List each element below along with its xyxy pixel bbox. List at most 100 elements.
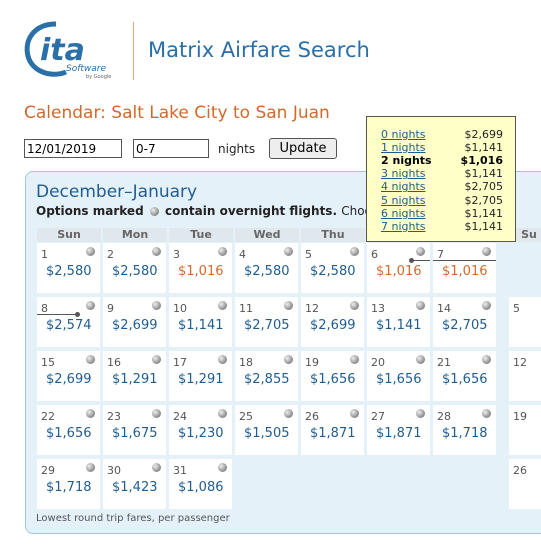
nights-option-label[interactable]: 5 nights [381, 193, 426, 207]
fare-price-link[interactable]: $2,580 [244, 264, 290, 279]
day-cell[interactable]: 28 $1,718 [433, 405, 496, 455]
day-cell[interactable]: 31 $1,086 [169, 459, 232, 509]
day-cell[interactable]: 30 $1,423 [103, 459, 166, 509]
nights-option-row[interactable]: 6 nights $1,141 [381, 207, 503, 220]
day-cell[interactable]: 11 $2,705 [235, 297, 298, 347]
fare-price-link[interactable]: $1,016 [376, 264, 422, 279]
fare-price-link[interactable]: $2,705 [244, 318, 290, 333]
nights-option-label[interactable]: 3 nights [381, 167, 426, 181]
day-number: 14 [437, 302, 451, 315]
nights-option-label[interactable]: 1 nights [381, 141, 426, 155]
fare-price-link[interactable]: $1,291 [178, 372, 224, 387]
fare-price-link[interactable]: $1,291 [112, 372, 158, 387]
nights-option-row[interactable]: 1 nights $1,141 [381, 141, 503, 154]
fare-price-link[interactable]: $1,656 [46, 426, 92, 441]
legend-text-b: contain overnight flights. [165, 204, 338, 218]
day-cell[interactable]: 23 $1,675 [103, 405, 166, 455]
day-cell[interactable]: 3 $1,016 [169, 243, 232, 293]
day-number: 5 [513, 302, 520, 315]
nights-option-row[interactable]: 0 nights $2,699 [381, 128, 503, 141]
update-button[interactable]: Update [269, 138, 337, 159]
day-number: 24 [173, 410, 187, 423]
day-cell[interactable]: 1 $2,580 [37, 243, 100, 293]
nights-option-label[interactable]: 7 nights [381, 219, 426, 233]
next-day-cell[interactable]: 26 [509, 459, 541, 509]
nights-option-label[interactable]: 6 nights [381, 206, 426, 220]
day-cell[interactable]: 7 $1,016 [433, 243, 496, 293]
next-day-cell[interactable]: 19 [509, 405, 541, 455]
fare-price-link[interactable]: $1,675 [112, 426, 158, 441]
next-day-cell[interactable]: 12 [509, 351, 541, 401]
fare-price-link[interactable]: $2,699 [310, 318, 356, 333]
fare-price-link[interactable]: $1,656 [310, 372, 356, 387]
weekday-0: Sun [37, 228, 101, 242]
day-cell[interactable]: 12 $2,699 [301, 297, 364, 347]
fare-price-link[interactable]: $1,141 [376, 318, 422, 333]
departure-date-input[interactable] [24, 139, 122, 158]
overnight-icon [416, 301, 425, 310]
fare-price-link[interactable]: $1,871 [376, 426, 422, 441]
nights-option-row[interactable]: 5 nights $2,705 [381, 194, 503, 207]
day-cell[interactable]: 29 $1,718 [37, 459, 100, 509]
day-cell[interactable]: 27 $1,871 [367, 405, 430, 455]
day-cell[interactable]: 19 $1,656 [301, 351, 364, 401]
day-cell[interactable]: 6 $1,016 [367, 243, 430, 293]
nights-option-label[interactable]: 2 nights [381, 154, 432, 168]
day-cell[interactable]: 15 $2,699 [37, 351, 100, 401]
day-cell[interactable]: 8 $2,574 [37, 297, 100, 347]
fare-price-link[interactable]: $1,718 [46, 480, 92, 495]
fare-price-link[interactable]: $1,656 [442, 372, 488, 387]
day-cell[interactable]: 5 $2,580 [301, 243, 364, 293]
day-number: 7 [437, 248, 444, 261]
nights-option-row[interactable]: 2 nights $1,016 [381, 154, 503, 167]
fare-price-link[interactable]: $1,016 [442, 264, 488, 279]
day-cell[interactable]: 13 $1,141 [367, 297, 430, 347]
fare-price-link[interactable]: $1,086 [178, 480, 224, 495]
overnight-icon [482, 355, 491, 364]
fare-price-link[interactable]: $1,505 [244, 426, 290, 441]
nights-option-label[interactable]: 4 nights [381, 180, 426, 194]
fare-price-link[interactable]: $2,580 [310, 264, 356, 279]
day-cell[interactable]: 4 $2,580 [235, 243, 298, 293]
day-number: 5 [305, 248, 312, 261]
nights-option-price: $1,141 [464, 206, 504, 220]
fare-price-link[interactable]: $2,699 [46, 372, 92, 387]
next-day-cell[interactable]: 5 [509, 297, 541, 347]
overnight-icon [284, 409, 293, 418]
day-cell[interactable]: 21 $1,656 [433, 351, 496, 401]
fare-price-link[interactable]: $1,656 [376, 372, 422, 387]
overnight-icon [86, 301, 95, 310]
fare-price-link[interactable]: $1,230 [178, 426, 224, 441]
nights-option-label[interactable]: 0 nights [381, 128, 426, 141]
fare-price-link[interactable]: $2,574 [46, 318, 92, 333]
fare-price-link[interactable]: $1,718 [442, 426, 488, 441]
fare-price-link[interactable]: $1,141 [178, 318, 224, 333]
fare-price-link[interactable]: $2,705 [442, 318, 488, 333]
fare-price-link[interactable]: $2,580 [46, 264, 92, 279]
nights-option-row[interactable]: 3 nights $1,141 [381, 167, 503, 180]
nights-option-row[interactable]: 4 nights $2,705 [381, 180, 503, 193]
fare-price-link[interactable]: $2,580 [112, 264, 158, 279]
fare-price-link[interactable]: $1,423 [112, 480, 158, 495]
day-number: 1 [41, 248, 48, 261]
day-cell[interactable]: 17 $1,291 [169, 351, 232, 401]
nights-range-input[interactable] [133, 139, 209, 158]
day-cell[interactable]: 14 $2,705 [433, 297, 496, 347]
day-cell[interactable]: 9 $2,699 [103, 297, 166, 347]
day-cell[interactable]: 2 $2,580 [103, 243, 166, 293]
day-cell[interactable]: 16 $1,291 [103, 351, 166, 401]
day-cell[interactable]: 26 $1,871 [301, 405, 364, 455]
day-cell[interactable]: 24 $1,230 [169, 405, 232, 455]
day-number: 28 [437, 410, 451, 423]
day-cell[interactable]: 22 $1,656 [37, 405, 100, 455]
day-cell[interactable]: 20 $1,656 [367, 351, 430, 401]
day-cell[interactable]: 25 $1,505 [235, 405, 298, 455]
day-cell[interactable]: 18 $2,855 [235, 351, 298, 401]
fare-price-link[interactable]: $2,855 [244, 372, 290, 387]
fare-price-link[interactable]: $1,016 [178, 264, 224, 279]
fare-price-link[interactable]: $2,699 [112, 318, 158, 333]
day-cell[interactable]: 10 $1,141 [169, 297, 232, 347]
nights-option-row[interactable]: 7 nights $1,141 [381, 220, 503, 233]
day-number: 26 [513, 464, 527, 477]
fare-price-link[interactable]: $1,871 [310, 426, 356, 441]
